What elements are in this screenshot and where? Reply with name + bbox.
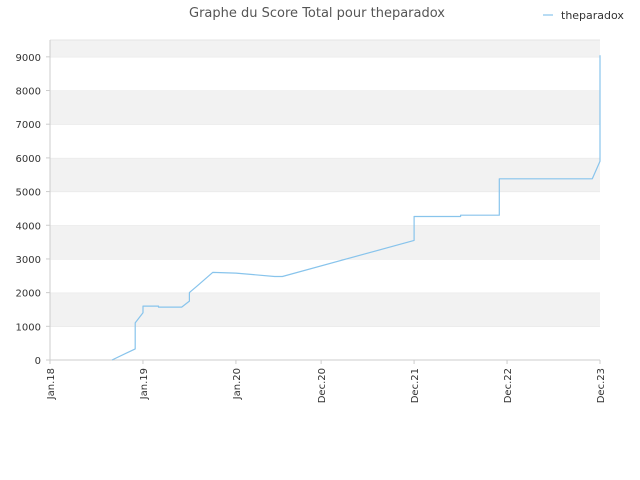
x-tick-label: Jan.18 [46,368,57,400]
series-group [111,55,601,361]
grid-band [50,258,600,293]
y-tick-label: 3000 [16,255,41,266]
legend-label: theparadox [561,9,624,22]
x-axis-ticks: Jan.18 Jan.19 Jan.20 Dec.20 Dec.21 Dec.22 Dec.… [46,360,607,403]
chart-title: Graphe du Score Total pour theparadox [189,6,445,21]
y-tick-label: 6000 [16,154,41,165]
y-tick-label: 8000 [16,87,41,98]
x-tick-label: Jan.20 [232,368,243,400]
y-tick-label: 0 [35,356,41,367]
grid-band [50,56,600,91]
grid-band [50,124,600,158]
grid-band [50,225,600,259]
x-tick-label: Dec.22 [503,368,514,403]
x-tick-label: Dec.20 [317,368,328,403]
y-tick-label: 4000 [16,221,41,232]
series-line [111,55,601,361]
axes [49,40,600,361]
legend: theparadox [543,9,624,22]
x-tick-label: Dec.23 [596,368,607,403]
x-tick-label: Jan.19 [139,368,150,400]
y-tick-label: 7000 [16,120,41,131]
y-tick-label: 5000 [16,188,41,199]
y-axis-ticks: 0 1000 2000 3000 4000 5000 6000 7000 8000 9000 [16,53,50,367]
y-tick-label: 1000 [16,322,41,333]
x-tick-label: Dec.21 [410,368,421,403]
grid-band [50,191,600,226]
grid-band [50,40,600,57]
grid-band [50,326,600,360]
grid-band [50,292,600,327]
grid-band [50,90,600,125]
y-tick-label: 9000 [16,53,41,64]
y-tick-label: 2000 [16,289,41,300]
grid-band [50,157,600,192]
grid-bands [50,39,600,360]
